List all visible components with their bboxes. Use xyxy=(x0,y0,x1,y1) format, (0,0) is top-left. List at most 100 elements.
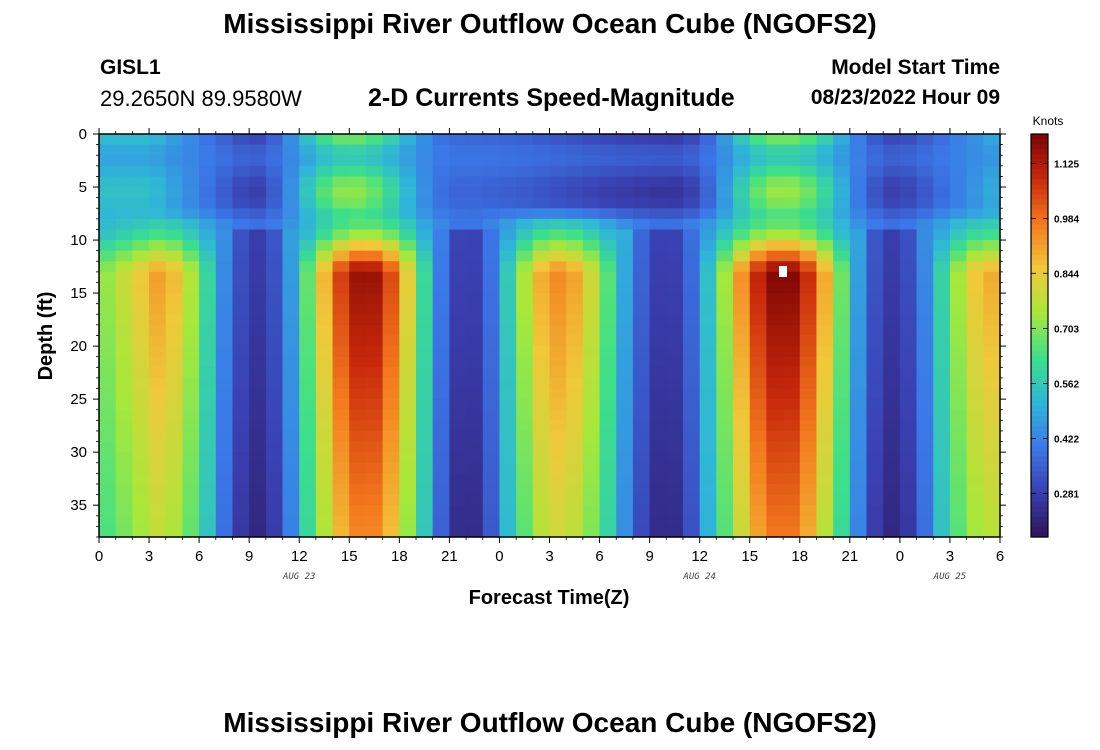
heat-cell xyxy=(466,494,484,506)
heat-cell xyxy=(849,324,868,337)
heat-cell xyxy=(315,144,334,156)
heat-cell xyxy=(399,346,417,358)
heat-cell xyxy=(399,430,417,443)
heat-cell xyxy=(749,271,768,284)
heat-cell xyxy=(849,483,868,496)
colorbar-segment xyxy=(1031,164,1048,170)
colorbar-segment xyxy=(1031,330,1048,337)
heat-cell xyxy=(532,335,551,347)
heat-cell xyxy=(149,155,167,167)
heat-cell xyxy=(899,473,918,485)
heat-cell xyxy=(466,452,484,464)
heat-cell xyxy=(99,452,117,464)
heat-cell xyxy=(332,462,350,474)
heat-cell xyxy=(432,505,450,517)
heat-cell xyxy=(282,176,300,188)
heat-cell xyxy=(649,441,667,453)
heat-cell xyxy=(482,271,501,284)
heat-cell xyxy=(165,526,184,538)
heat-cell xyxy=(816,271,834,284)
heat-cell xyxy=(332,505,350,517)
heat-cell xyxy=(132,271,150,284)
heat-cell xyxy=(249,526,267,538)
heat-cell xyxy=(349,303,367,315)
heat-cell xyxy=(532,409,551,421)
heat-cell xyxy=(482,420,501,432)
heat-cell xyxy=(282,187,300,199)
heat-cell xyxy=(132,441,150,453)
colorbar-segment xyxy=(1031,315,1048,321)
heat-cell xyxy=(549,430,567,443)
heat-cell xyxy=(966,505,984,517)
heat-cell xyxy=(349,399,367,411)
heat-cell xyxy=(349,515,367,527)
heat-cell xyxy=(499,134,517,146)
heat-cell xyxy=(382,409,400,421)
heat-cell xyxy=(532,208,551,220)
heat-cell xyxy=(149,208,167,220)
heat-cell xyxy=(532,187,551,199)
heat-cell xyxy=(599,144,617,156)
heat-cell xyxy=(165,229,184,241)
heat-cell xyxy=(649,473,667,485)
heat-cell xyxy=(849,335,868,347)
heat-cell xyxy=(883,515,901,527)
heat-cell xyxy=(616,494,634,506)
heat-cell xyxy=(649,303,667,315)
heat-cell xyxy=(949,409,968,421)
heat-cell xyxy=(733,303,751,315)
heat-cell xyxy=(549,346,567,358)
heat-cell xyxy=(132,505,150,517)
heat-cell xyxy=(449,261,467,273)
heat-cell xyxy=(199,324,217,337)
heat-cell xyxy=(182,218,200,231)
heat-cell xyxy=(766,494,784,506)
heat-cell xyxy=(349,282,367,294)
heat-cell xyxy=(449,483,467,496)
heat-cell xyxy=(866,483,884,496)
heat-cell xyxy=(499,420,517,432)
heat-cell xyxy=(315,462,334,474)
heat-cell xyxy=(816,134,834,146)
heat-cell xyxy=(365,388,384,400)
colorbar-tick-label: 0.703 xyxy=(1054,324,1079,335)
heat-cell xyxy=(466,483,484,496)
date-label: AUG 24 xyxy=(682,572,716,582)
heat-cell xyxy=(566,515,584,527)
heat-cell xyxy=(966,208,984,220)
heat-cell xyxy=(232,356,250,368)
heat-cell xyxy=(716,399,734,411)
heat-cell xyxy=(399,324,417,337)
heat-cell xyxy=(816,218,834,231)
heat-cell xyxy=(416,303,434,315)
heat-cell xyxy=(532,441,551,453)
heat-cell xyxy=(649,505,667,517)
heat-cell xyxy=(916,420,934,432)
heat-cell xyxy=(949,282,968,294)
colorbar-segment xyxy=(1031,285,1048,291)
heat-cell xyxy=(666,462,684,474)
heat-cell xyxy=(933,462,951,474)
heat-cell xyxy=(616,462,634,474)
heat-cell xyxy=(649,165,667,178)
heat-cell xyxy=(365,282,384,294)
heat-cell xyxy=(899,420,918,432)
heat-cell xyxy=(883,134,901,146)
heat-cell xyxy=(315,176,334,188)
heat-cell xyxy=(632,282,651,294)
heat-cell xyxy=(849,505,868,517)
heat-cell xyxy=(315,208,334,220)
heat-cell xyxy=(833,208,851,220)
heat-cell xyxy=(332,271,350,284)
heat-cell xyxy=(799,144,818,156)
heat-cell xyxy=(582,473,601,485)
heat-cell xyxy=(115,208,133,220)
heat-cell xyxy=(933,367,951,379)
heat-cell xyxy=(482,261,501,273)
heat-cell xyxy=(682,462,701,474)
heat-cell xyxy=(182,261,200,273)
heat-cell xyxy=(99,367,117,379)
heat-cell xyxy=(99,187,117,199)
heat-cell xyxy=(99,155,117,167)
heat-cell xyxy=(499,409,517,421)
